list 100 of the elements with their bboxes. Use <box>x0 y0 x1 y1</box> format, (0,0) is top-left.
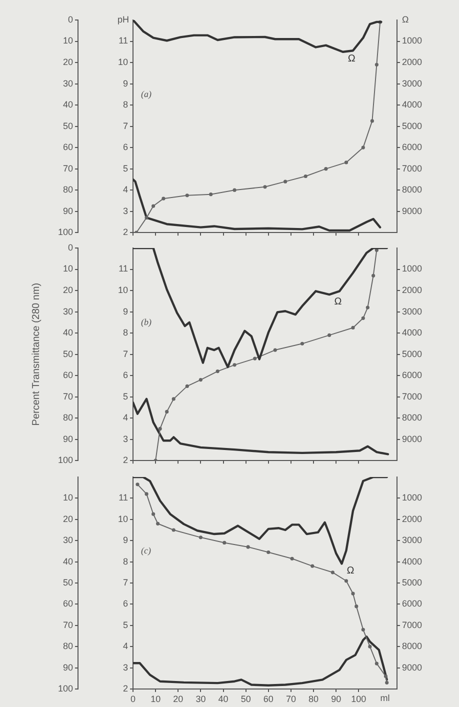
y2-tick-label: 11 <box>118 264 128 274</box>
x-tick-label: 70 <box>286 694 296 704</box>
y-tick-label: 30 <box>62 306 73 316</box>
y-tick-label: 60 <box>62 370 73 380</box>
y2-tick-label: 6 <box>122 370 128 380</box>
annotation: (c) <box>141 546 151 556</box>
y-tick-label: 40 <box>62 556 73 566</box>
y-tick-label: 70 <box>62 620 73 630</box>
y3-tick-label: 2000 <box>402 285 422 296</box>
y2-tick-label: 7 <box>122 348 128 359</box>
y2-tick-label: 4 <box>122 184 128 195</box>
y3-tick-label: 3000 <box>402 78 422 88</box>
y3-tick-label: 6000 <box>402 598 422 609</box>
y3-tick-label: 8000 <box>402 184 422 195</box>
y-tick-label: 40 <box>62 100 73 110</box>
y-tick-label: 70 <box>62 391 73 402</box>
y-tick-label: 100 <box>58 455 73 466</box>
y2-axis-title: pH <box>117 14 129 24</box>
y-tick-label: 80 <box>62 412 73 423</box>
y3-tick-label: 2000 <box>402 57 422 68</box>
y2-tick-label: 2 <box>122 227 128 238</box>
x-tick-label: 30 <box>196 694 206 704</box>
y-tick-label: 50 <box>62 120 73 131</box>
y2-tick-label: 10 <box>118 285 128 296</box>
y-tick-label: 30 <box>62 535 73 546</box>
y2-tick-label: 4 <box>122 412 128 423</box>
y-tick-label: 10 <box>62 492 73 503</box>
y3-tick-label: 8000 <box>402 641 422 652</box>
y-tick-label: 20 <box>62 285 73 296</box>
y3-tick-label: 6000 <box>402 142 422 152</box>
y-tick-label: 40 <box>62 328 73 338</box>
x-tick-label: 100 <box>351 694 366 704</box>
y3-tick-label: 5000 <box>402 577 422 588</box>
y-tick-label: 20 <box>62 57 73 68</box>
y-axis-title: Percent Transmittance (280 nm) <box>30 282 42 426</box>
y3-tick-label: 4000 <box>402 100 422 110</box>
y2-tick-label: 5 <box>122 620 128 630</box>
y2-tick-label: 2 <box>122 455 128 466</box>
y3-tick-label: 9000 <box>402 206 422 216</box>
x-tick-label: 20 <box>173 694 184 704</box>
y2-tick-label: 3 <box>122 206 128 216</box>
x-tick-label: 50 <box>240 694 251 704</box>
y2-tick-label: 8 <box>122 100 128 110</box>
y2-tick-label: 6 <box>122 142 128 152</box>
y-tick-label: 100 <box>58 683 73 694</box>
y2-tick-label: 6 <box>122 598 128 609</box>
y3-tick-label: 4000 <box>402 328 422 338</box>
y3-tick-label: 7000 <box>402 620 422 630</box>
y2-tick-label: 11 <box>118 492 128 503</box>
y3-tick-label: 1000 <box>402 36 422 46</box>
y2-tick-label: 11 <box>118 36 128 46</box>
y-tick-label: 50 <box>62 348 73 359</box>
y3-tick-label: 5000 <box>402 348 422 359</box>
y2-tick-label: 7 <box>122 120 128 131</box>
y3-tick-label: 9000 <box>402 662 422 672</box>
y-tick-label: 0 <box>68 242 73 252</box>
y-tick-label: 80 <box>62 184 73 195</box>
y-tick-label: 70 <box>62 163 73 174</box>
x-tick-label: 60 <box>263 694 274 704</box>
y2-tick-label: 3 <box>122 662 128 672</box>
y2-tick-label: 7 <box>122 577 128 588</box>
y2-tick-label: 9 <box>122 78 128 88</box>
y2-tick-label: 5 <box>122 163 128 174</box>
y2-tick-label: 9 <box>122 535 128 546</box>
y3-tick-label: 4000 <box>402 556 422 566</box>
y2-tick-label: 9 <box>122 306 128 316</box>
y-tick-label: 20 <box>62 514 73 524</box>
y-tick-label: 90 <box>62 206 73 216</box>
y-tick-label: 30 <box>62 78 73 88</box>
x-tick-label: 80 <box>308 694 319 704</box>
y3-tick-label: 3000 <box>402 306 422 316</box>
y-tick-label: 90 <box>62 662 73 672</box>
y3-tick-label: 7000 <box>402 163 422 174</box>
y3-tick-label: 1000 <box>402 264 422 274</box>
x-tick-label: 40 <box>218 694 228 704</box>
y2-tick-label: 3 <box>122 434 128 444</box>
y2-tick-label: 8 <box>122 328 128 338</box>
y2-tick-label: 2 <box>122 683 128 694</box>
y3-tick-label: 9000 <box>402 434 422 444</box>
y3-tick-label: 2000 <box>402 514 422 524</box>
series-label: Ω <box>334 296 342 308</box>
x-axis-title: ml <box>380 692 390 703</box>
y-tick-label: 60 <box>62 598 73 609</box>
y3-tick-label: 1000 <box>402 492 422 503</box>
series-label: Ω <box>348 54 356 65</box>
annotation: (b) <box>141 316 152 327</box>
y3-tick-label: 8000 <box>402 412 422 423</box>
y-tick-label: 10 <box>62 36 73 46</box>
y2-tick-label: 10 <box>118 514 128 524</box>
y-tick-label: 50 <box>62 577 73 588</box>
y2-tick-label: 5 <box>122 391 128 402</box>
x-tick-label: 0 <box>130 694 136 704</box>
y3-axis-title: Ω <box>402 14 409 24</box>
y-tick-label: 60 <box>62 142 73 152</box>
x-tick-label: 90 <box>331 694 342 704</box>
y2-tick-label: 10 <box>118 57 128 68</box>
series-label: Ω <box>346 565 355 576</box>
y-tick-label: 100 <box>58 227 73 238</box>
y-tick-label: 90 <box>62 434 73 444</box>
y3-tick-label: 7000 <box>402 391 422 402</box>
